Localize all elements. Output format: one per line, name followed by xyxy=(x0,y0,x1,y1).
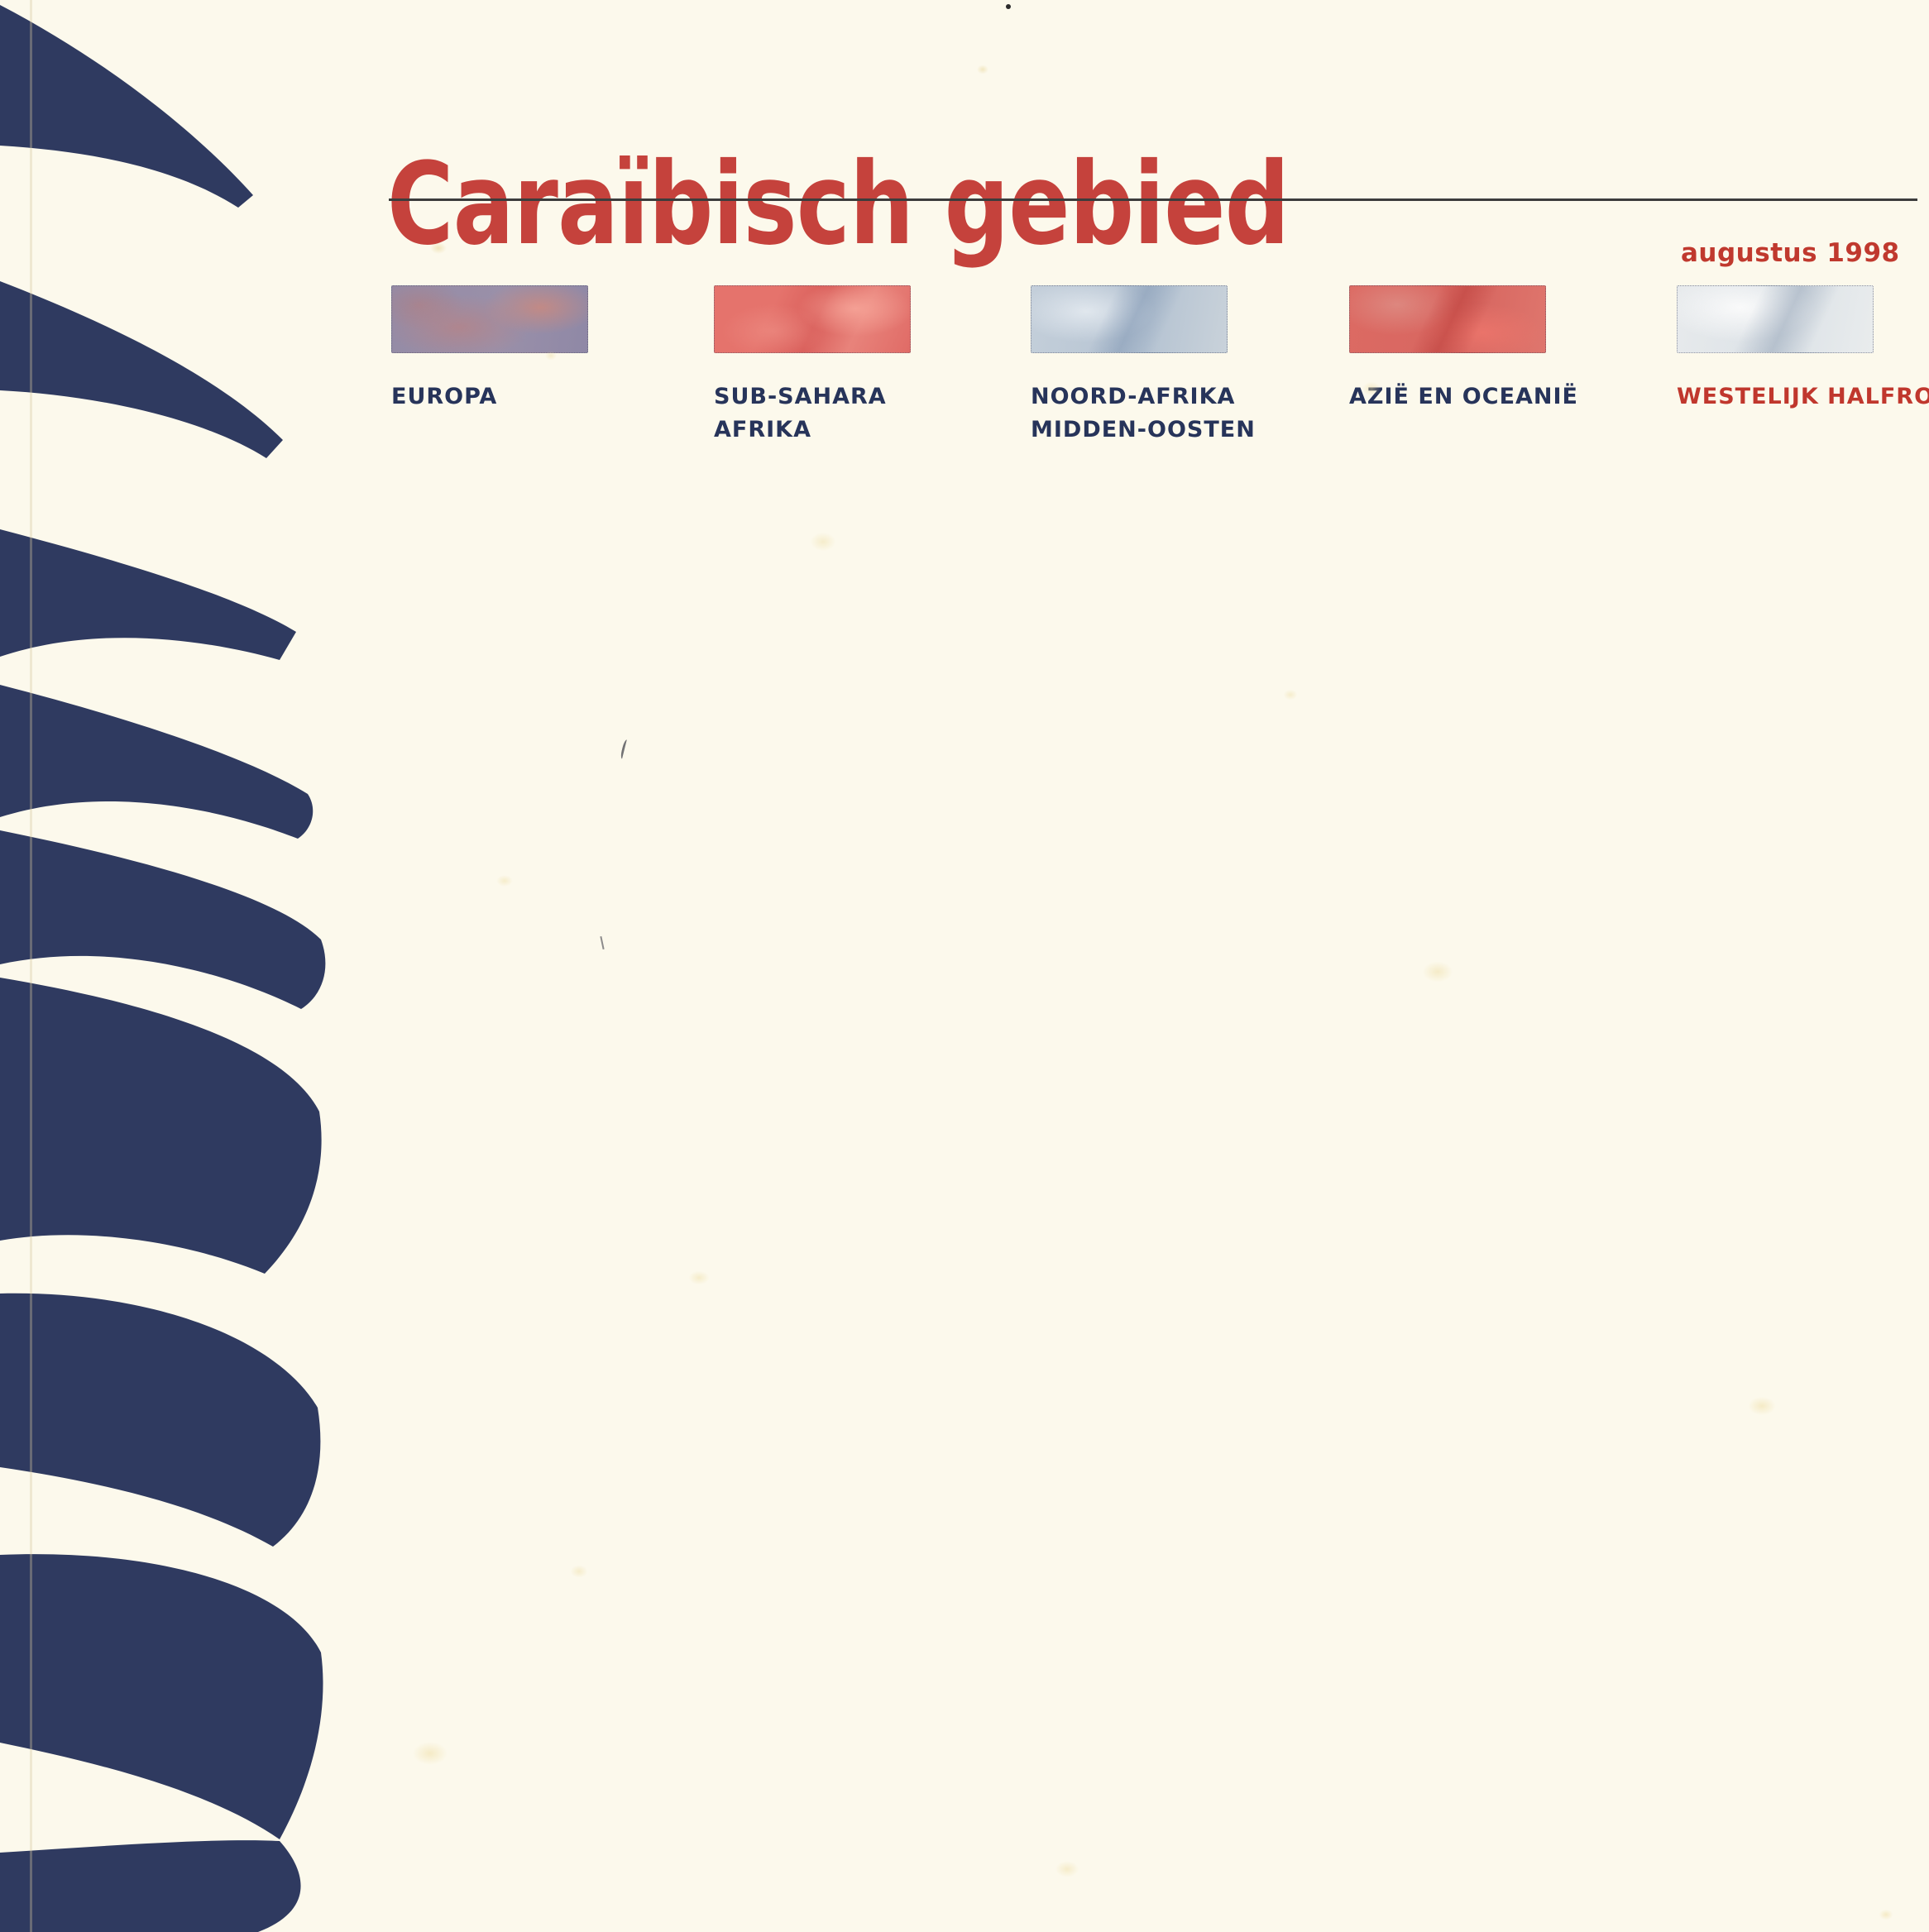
legend-label-line: SUB-SAHARA xyxy=(714,384,887,409)
legend-label-line: WESTELIJK HALFROND xyxy=(1677,384,1929,409)
legend-item-sub-sahara-afrika: SUB-SAHARA AFRIKA xyxy=(714,285,987,447)
legend-label-line: AFRIKA xyxy=(714,417,811,442)
page-title: Caraïbisch gebied xyxy=(387,138,1290,270)
scan-pen-mark xyxy=(620,739,629,760)
legend-label: EUROPA xyxy=(391,380,664,414)
legend-label: SUB-SAHARA AFRIKA xyxy=(714,380,987,447)
legend-label: NOORD-AFRIKA MIDDEN-OOSTEN xyxy=(1031,380,1304,447)
legend-label: WESTELIJK HALFROND xyxy=(1677,380,1929,414)
legend-label-line: EUROPA xyxy=(391,384,498,409)
legend-label-line: NOORD-AFRIKA xyxy=(1031,384,1236,409)
legend-label-line: MIDDEN-OOSTEN xyxy=(1031,417,1256,442)
wave-spiral-graphic xyxy=(0,5,326,1932)
wave-shapes xyxy=(0,5,326,1932)
title-rule xyxy=(389,198,1917,201)
paper-crease xyxy=(30,0,32,1932)
legend-item-azie-en-oceanie: AZIË EN OCEANIË xyxy=(1349,285,1622,414)
date-label: augustus 1998 xyxy=(1681,238,1900,268)
swatch-westelijk-halfrond xyxy=(1677,285,1874,353)
swatch-noord-afrika-midden-oosten xyxy=(1031,285,1228,353)
swatch-sub-sahara-afrika xyxy=(714,285,911,353)
swatch-europa xyxy=(391,285,588,353)
legend-item-europa: EUROPA xyxy=(391,285,664,414)
legend-item-noord-afrika-midden-oosten: NOORD-AFRIKA MIDDEN-OOSTEN xyxy=(1031,285,1304,447)
legend-label-line: AZIË EN OCEANIË xyxy=(1349,384,1578,409)
legend-item-westelijk-halfrond: WESTELIJK HALFROND xyxy=(1677,285,1929,414)
legend-label: AZIË EN OCEANIË xyxy=(1349,380,1622,414)
scan-pen-mark xyxy=(600,935,605,950)
scan-speck-dot xyxy=(1006,4,1011,9)
swatch-azie-en-oceanie xyxy=(1349,285,1546,353)
